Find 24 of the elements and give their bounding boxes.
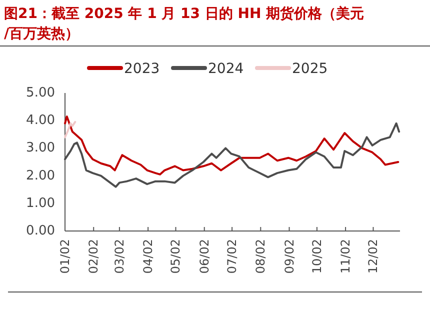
- x-tick-label: 04/02: [141, 239, 156, 274]
- x-tick-label: 09/02: [282, 239, 296, 274]
- x-tick-label: 01/02: [58, 239, 72, 274]
- line-series: [64, 120, 76, 138]
- x-tick-label: 11/02: [338, 239, 353, 274]
- x-tick-label: 06/02: [197, 239, 212, 274]
- y-tick-label: 1.00: [26, 196, 55, 211]
- y-tick-label: 5.00: [26, 86, 55, 100]
- legend-label: 2025: [292, 61, 328, 77]
- y-tick-label: 3.00: [26, 140, 55, 156]
- y-tick-label: 0.00: [26, 224, 55, 238]
- x-tick-label: 03/02: [112, 239, 126, 274]
- line-series: [64, 115, 400, 176]
- chart-title: 图21：截至 2025 年 1 月 13 日的 HH 期货价格（美元/百万英热）: [4, 5, 364, 42]
- x-tick-label: 10/02: [310, 239, 324, 274]
- legend-label: 2024: [208, 61, 244, 77]
- x-tick-label: 08/02: [254, 239, 268, 274]
- legend-label: 2023: [124, 61, 160, 77]
- y-tick-label: 4.00: [26, 113, 55, 128]
- x-tick-label: 12/02: [366, 239, 380, 274]
- x-tick-label: 07/02: [225, 239, 240, 274]
- x-tick-label: 02/02: [86, 239, 101, 274]
- x-tick-label: 05/02: [168, 239, 183, 274]
- y-tick-label: 2.00: [26, 168, 55, 184]
